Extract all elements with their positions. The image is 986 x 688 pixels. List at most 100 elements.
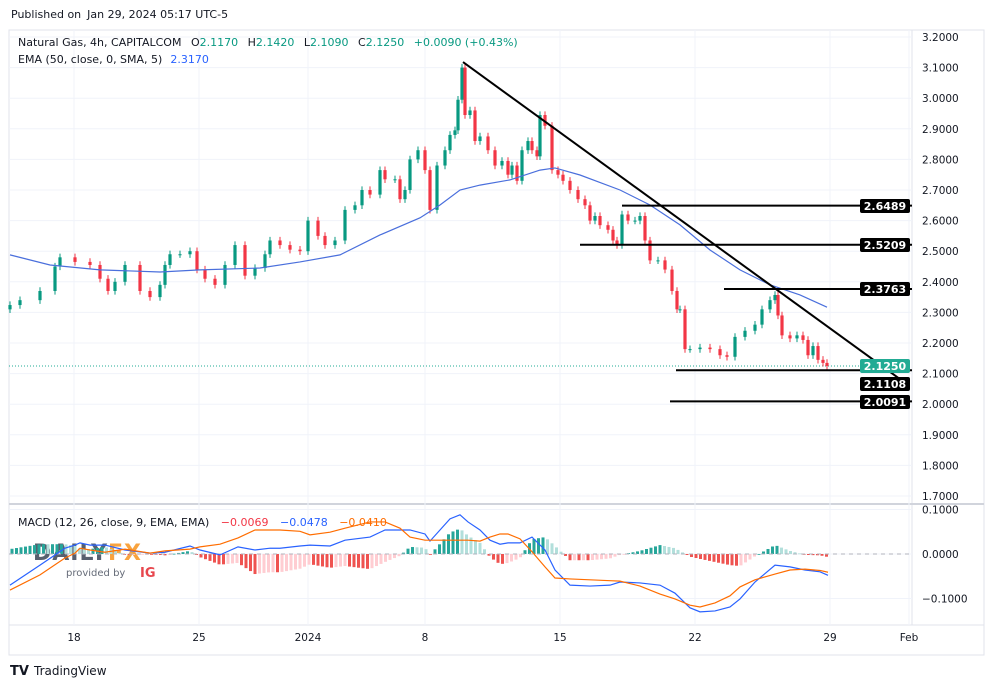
histogram-bar (289, 554, 293, 571)
candle (478, 132, 482, 145)
candle-body (615, 240, 619, 246)
histogram-bar (712, 554, 716, 562)
histogram-bar (559, 551, 563, 554)
candle-body (493, 150, 497, 166)
histogram-bar (321, 554, 324, 567)
candle (788, 331, 792, 343)
ema-legend[interactable]: EMA (50, close, 0, SMA, 5) 2.3170 (18, 53, 209, 66)
histogram-bar (231, 554, 234, 564)
candle (611, 226, 615, 245)
candle-body (733, 336, 737, 357)
price-tick: 2.9000 (922, 124, 959, 136)
histogram-bar (258, 554, 261, 574)
histogram-bar (69, 545, 72, 554)
candle-body (795, 335, 799, 339)
tradingview-logo[interactable]: TV TradingView (10, 664, 107, 679)
candle (643, 212, 647, 245)
candle (683, 305, 687, 353)
candle (243, 241, 247, 280)
candle-body (448, 134, 452, 151)
price-tick: 2.5000 (922, 246, 959, 258)
price-tick: 2.2000 (922, 338, 959, 350)
histogram-bar (181, 552, 185, 554)
histogram-bar (703, 554, 707, 560)
candle (393, 175, 397, 183)
histogram-bar (213, 554, 216, 563)
histogram-bar (217, 554, 221, 565)
candle-body (626, 214, 630, 221)
candle (148, 287, 152, 301)
candle-body (773, 294, 777, 301)
histogram-bar (595, 554, 599, 560)
macd-axis[interactable]: 0.1000 0.0000 −0.1000 (922, 505, 968, 606)
histogram-bar (438, 544, 441, 554)
histogram-bar (609, 554, 612, 559)
histogram-bar (388, 554, 392, 560)
price-tick: 1.8000 (922, 460, 959, 472)
candle-body (88, 261, 92, 265)
histogram-bar (505, 554, 509, 564)
histogram-bar (546, 539, 549, 554)
candle (606, 221, 610, 234)
histogram-bar (132, 554, 135, 555)
time-tick: 22 (688, 632, 701, 644)
price-tick: 2.3000 (922, 307, 959, 319)
candle (58, 253, 62, 271)
histogram-bar (735, 554, 738, 566)
candle-body (520, 150, 524, 181)
symbol-legend[interactable]: Natural Gas, 4h, CAPITALCOM O2.1170 H2.1… (18, 36, 518, 49)
candle-body (643, 216, 647, 241)
histogram-bar (312, 554, 315, 565)
histogram-bar (204, 554, 207, 560)
price-labels: 2.6489 2.5209 2.3763 2.1108 2.0091 2.1250 (860, 199, 910, 409)
ig-logo: IG (140, 566, 156, 581)
tradingview-text: TradingView (33, 664, 107, 678)
histogram-bar (793, 552, 797, 554)
macd-tick: 0.0000 (922, 549, 959, 561)
candle-body (821, 359, 825, 363)
candle (398, 175, 402, 203)
candle-body (383, 170, 387, 180)
histogram-bar (150, 554, 153, 555)
candle-body (500, 160, 504, 166)
candle-body (278, 240, 282, 246)
histogram-bar (51, 544, 54, 554)
histogram-bar (10, 548, 14, 554)
histogram-bar (784, 549, 788, 554)
macd-legend[interactable]: MACD (12, 26, close, 9, EMA, EMA) −0.006… (18, 516, 387, 529)
histogram-bar (771, 546, 774, 554)
histogram-bar (420, 547, 423, 554)
histogram-bar (636, 551, 639, 554)
candle (811, 342, 815, 359)
histogram-bar (28, 545, 32, 554)
candle-body (801, 335, 805, 340)
price-axis[interactable]: 3.2000 3.1000 3.0000 2.9000 2.8000 2.7000 2.60… (922, 32, 959, 503)
downtrend-line[interactable] (462, 61, 906, 384)
histogram-bar (501, 554, 504, 564)
candle-body (678, 309, 682, 311)
histogram-bar (618, 554, 621, 556)
histogram-bar (267, 554, 270, 573)
candle (188, 247, 192, 258)
candle-body (443, 150, 447, 166)
candle (718, 345, 722, 359)
histogram-bar (330, 554, 333, 568)
candle-body (203, 269, 207, 279)
candle-body (760, 309, 764, 325)
histogram-bar (451, 531, 455, 554)
candle-body (123, 264, 127, 282)
last-price-label: 2.1250 (860, 358, 910, 373)
candle-body (178, 254, 182, 256)
histogram-bar (105, 547, 108, 554)
histogram-bar (672, 547, 675, 554)
histogram-bar (199, 554, 203, 558)
time-axis[interactable]: 18 25 2024 8 15 22 29 Feb (67, 632, 918, 644)
candle (408, 155, 412, 194)
histogram-bar (492, 554, 495, 560)
histogram-bar (280, 554, 284, 572)
candle (423, 146, 427, 174)
candle-body (620, 214, 624, 246)
candle-body (403, 190, 407, 200)
svg-text:2.6489: 2.6489 (864, 200, 906, 213)
candle (675, 287, 679, 314)
